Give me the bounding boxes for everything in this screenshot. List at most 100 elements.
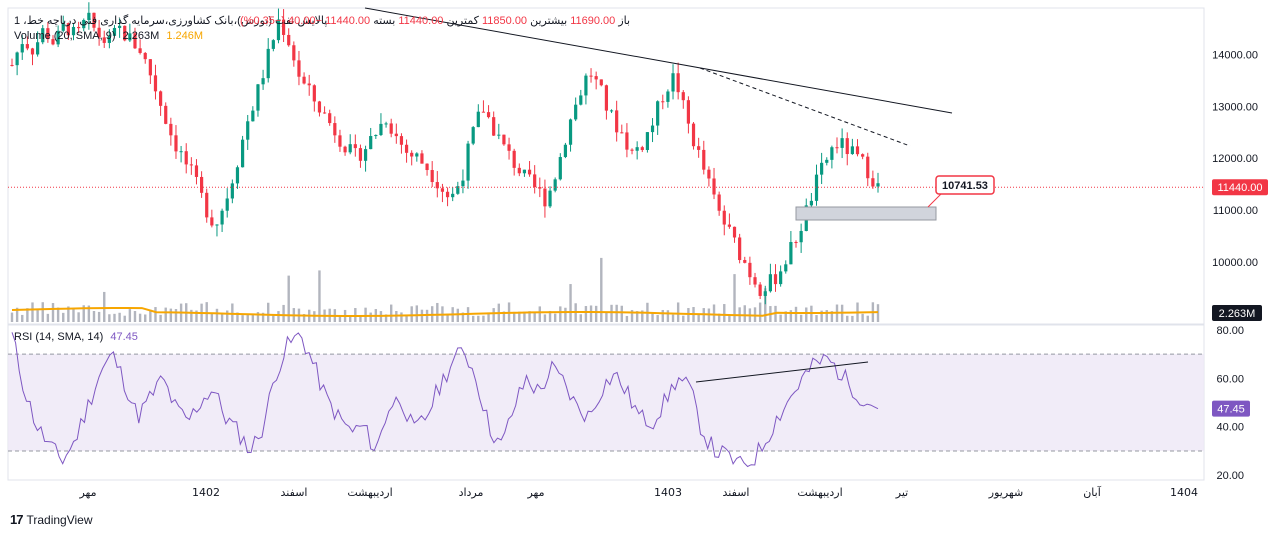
tradingview-wordmark: TradingView: [26, 512, 93, 527]
candle-body: [169, 123, 173, 136]
candle-body: [312, 85, 316, 102]
rsi-legend-value: 47.45: [110, 331, 138, 343]
volume-bar: [825, 310, 828, 322]
volume-bar: [287, 275, 290, 322]
symbol-title: پالایش نفت (بورس)،بانک کشاورزی،سرمایه گذ…: [14, 15, 328, 27]
candle-body: [102, 37, 106, 43]
open-label: باز: [618, 15, 631, 27]
candle-body: [486, 112, 491, 118]
volume-bar: [764, 288, 767, 322]
candle-body: [492, 117, 496, 136]
candle-body: [825, 159, 829, 163]
volume-bar: [389, 304, 393, 322]
volume-bar: [471, 315, 475, 322]
candle-body: [87, 12, 91, 20]
volume-bar: [241, 315, 244, 322]
rsi-trendline: [695, 361, 869, 383]
candle-body: [743, 260, 747, 263]
rsi-legend: RSI (14, SMA, 14) 47.45: [14, 331, 138, 343]
candle-body: [215, 224, 219, 226]
volume-bar: [164, 307, 167, 322]
volume-bar: [103, 291, 106, 322]
change-value: −40.00 (−0.35%): [240, 15, 322, 27]
candle-body: [599, 79, 603, 86]
time-tick-label: آبان: [1083, 485, 1101, 499]
candle-body: [753, 277, 757, 285]
candle-body: [533, 174, 537, 188]
volume-bar: [728, 314, 731, 322]
candle-body: [307, 83, 311, 86]
volume-bar: [712, 304, 716, 322]
volume-bar: [743, 305, 746, 322]
rsi-tick-label: 60.00: [1216, 373, 1244, 385]
candle-body: [179, 151, 183, 153]
candle-body: [702, 149, 706, 170]
candle-body: [410, 152, 414, 157]
volume-bar: [723, 304, 726, 322]
candle-body: [697, 146, 701, 150]
candle-body: [112, 27, 117, 36]
volume-bar: [487, 312, 490, 322]
volume-bar: [46, 313, 50, 322]
volume-bar: [133, 311, 137, 322]
candle-body: [297, 60, 301, 77]
volume-bar: [805, 307, 808, 322]
candle-body: [363, 149, 368, 161]
candle-body: [794, 242, 798, 244]
volume-bar: [226, 310, 229, 322]
candle-body: [830, 147, 834, 160]
candle-body: [128, 33, 132, 41]
volume-bar: [584, 306, 588, 322]
volume-bar: [717, 313, 721, 322]
volume-bar: [620, 305, 623, 322]
volume-legend-label: Volume (20, SMA, 9): [14, 30, 116, 42]
candle-body: [379, 123, 383, 136]
candle-body: [758, 284, 762, 296]
candle-body: [240, 139, 245, 168]
volume-bar: [528, 311, 531, 322]
candle-body: [732, 226, 737, 238]
candle-body: [287, 34, 291, 46]
candle-body: [476, 111, 480, 128]
volume-bar: [10, 312, 14, 322]
candle-body: [328, 113, 332, 124]
rsi-tick-label: 80.00: [1216, 325, 1244, 337]
volume-bar: [651, 312, 654, 322]
candle-body: [276, 19, 281, 41]
candle-body: [707, 169, 711, 179]
candle-body: [82, 19, 86, 29]
candle-body: [445, 191, 450, 198]
price-pane: [7, 7, 1205, 325]
candle-body: [773, 274, 778, 285]
candle-body: [77, 26, 81, 29]
volume-bar: [364, 307, 367, 322]
time-tick-label: مهر: [78, 486, 96, 499]
volume-bar: [676, 302, 680, 322]
volume-bar: [518, 311, 521, 322]
volume-bar: [687, 308, 690, 322]
last-price-label: 11440.00: [1217, 182, 1262, 194]
time-tick-label: 1403: [654, 486, 682, 499]
volume-bar: [523, 311, 526, 322]
volume-bar: [190, 309, 193, 322]
candle-body: [466, 143, 470, 181]
volume-bar: [502, 311, 506, 322]
candle-body: [343, 146, 347, 153]
close-label: بسته: [373, 15, 396, 27]
candle-body: [517, 167, 521, 174]
candle-body: [271, 40, 275, 49]
candle-body: [281, 19, 286, 35]
time-tick-label: اردیبهشت: [347, 486, 392, 499]
volume-bar: [830, 311, 834, 322]
price-tick-label: 12000.00: [1212, 153, 1258, 165]
volume-bar: [779, 314, 782, 322]
candle-body: [225, 198, 229, 211]
volume-bar: [697, 314, 700, 322]
candle-body: [15, 52, 19, 66]
volume-bar: [682, 315, 685, 322]
candle-body: [333, 123, 337, 136]
volume-bar: [641, 310, 644, 322]
volume-bar: [784, 311, 787, 322]
volume-bar: [820, 310, 823, 322]
